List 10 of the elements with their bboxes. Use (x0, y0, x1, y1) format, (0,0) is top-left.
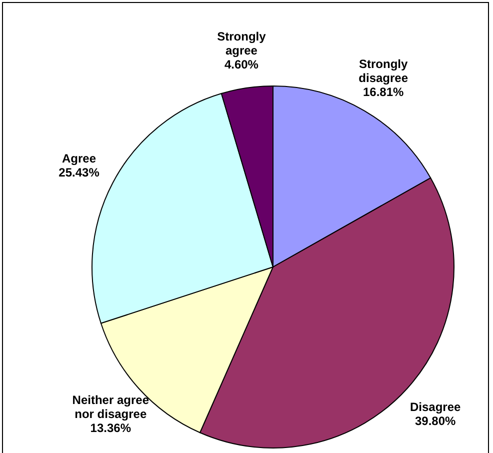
data-label: 16.81% (363, 84, 404, 99)
data-label: 4.60% (224, 57, 259, 72)
slice-label: Strongly disagree (358, 56, 408, 85)
slice-label: Disagree (410, 400, 462, 414)
data-label: 25.43% (58, 165, 100, 180)
data-label: 39.80% (415, 414, 456, 428)
slice-label: Neither agree nor disagree (72, 392, 150, 421)
slice-label: Agree (62, 151, 96, 166)
slice-label: Strongly agree (217, 29, 266, 58)
data-label: 13.36% (90, 420, 132, 435)
